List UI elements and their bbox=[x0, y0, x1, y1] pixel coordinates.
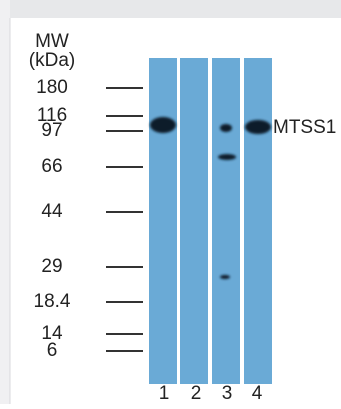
marker-label: 29 bbox=[41, 256, 62, 277]
lane bbox=[180, 58, 208, 384]
lane-label: 2 bbox=[191, 383, 202, 404]
lane-label: 4 bbox=[252, 383, 263, 404]
band bbox=[220, 124, 232, 132]
marker-label: 180 bbox=[36, 77, 68, 98]
marker-label: 66 bbox=[41, 156, 62, 177]
marker-label: 6 bbox=[47, 340, 58, 361]
band bbox=[150, 117, 176, 133]
band bbox=[245, 120, 271, 134]
lane-label: 3 bbox=[222, 383, 233, 404]
band bbox=[218, 154, 236, 160]
mw-unit: (kDa) bbox=[29, 50, 75, 71]
left-bar bbox=[0, 0, 10, 404]
lane bbox=[212, 58, 240, 384]
marker-label: 44 bbox=[41, 201, 63, 222]
blot-figure: MW (kDa) 1801169766442918.4146 MTSS1 1 2… bbox=[0, 0, 341, 404]
top-bar bbox=[0, 0, 341, 18]
lane bbox=[244, 58, 272, 384]
mw-title: MW bbox=[35, 31, 69, 52]
marker-label: 18.4 bbox=[34, 291, 71, 312]
lane bbox=[149, 58, 177, 384]
band-label: MTSS1 bbox=[273, 117, 336, 138]
lane-label: 1 bbox=[159, 383, 170, 404]
band bbox=[220, 275, 230, 279]
marker-label: 97 bbox=[41, 120, 62, 141]
